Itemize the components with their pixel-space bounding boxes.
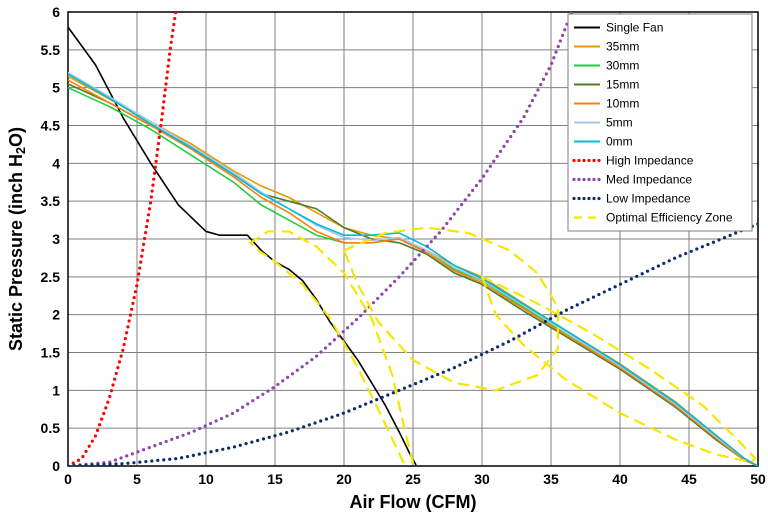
x-tick-label: 15 xyxy=(267,471,283,487)
x-tick-label: 35 xyxy=(543,471,559,487)
y-tick-label: 6 xyxy=(52,4,60,20)
y-tick-label: 2.5 xyxy=(41,269,61,285)
legend-item-label: High Impedance xyxy=(606,154,694,168)
legend-item-label: 0mm xyxy=(606,135,633,149)
x-tick-label: 30 xyxy=(474,471,490,487)
x-tick-label: 50 xyxy=(750,471,766,487)
y-tick-label: 4.5 xyxy=(41,118,61,134)
y-tick-label: 0.5 xyxy=(41,420,61,436)
y-tick-label: 3.5 xyxy=(41,193,61,209)
x-tick-label: 45 xyxy=(681,471,697,487)
x-tick-label: 20 xyxy=(336,471,352,487)
x-tick-label: 25 xyxy=(405,471,421,487)
legend: Single Fan 35mm 30mm 15mm 10mm 5mm 0mm High Imp… xyxy=(568,14,752,231)
y-tick-label: 2 xyxy=(52,307,60,323)
legend-item-label: 35mm xyxy=(606,40,639,54)
legend-item-label: Med Impedance xyxy=(606,173,692,187)
y-tick-label: 5 xyxy=(52,80,60,96)
legend-item-label: 30mm xyxy=(606,59,639,73)
legend-item-label: Optimal Efficiency Zone xyxy=(606,211,733,225)
x-tick-label: 10 xyxy=(198,471,214,487)
y-tick-label: 4 xyxy=(52,155,60,171)
y-axis-title: Static Pressure (inch H2O) xyxy=(6,127,28,351)
legend-item-label: 5mm xyxy=(606,116,633,130)
legend-item-label: 10mm xyxy=(606,97,639,111)
y-tick-label: 1.5 xyxy=(41,345,61,361)
fan-curve-chart: 0 5 10 15 20 25 30 35 40 45 50 0 0.5 1 1.5 2 2.5 3 3.5 4 4.5… xyxy=(0,0,768,516)
x-axis-title: Air Flow (CFM) xyxy=(350,492,477,512)
y-tick-label: 0 xyxy=(52,458,60,474)
x-tick-label: 0 xyxy=(64,471,72,487)
x-tick-label: 40 xyxy=(612,471,628,487)
y-tick-label: 3 xyxy=(52,231,60,247)
legend-item-label: Single Fan xyxy=(606,21,663,35)
legend-item-label: Low Impedance xyxy=(606,192,691,206)
legend-item-label: 15mm xyxy=(606,78,639,92)
y-tick-label: 5.5 xyxy=(41,42,61,58)
x-tick-label: 5 xyxy=(133,471,141,487)
y-tick-label: 1 xyxy=(52,382,60,398)
